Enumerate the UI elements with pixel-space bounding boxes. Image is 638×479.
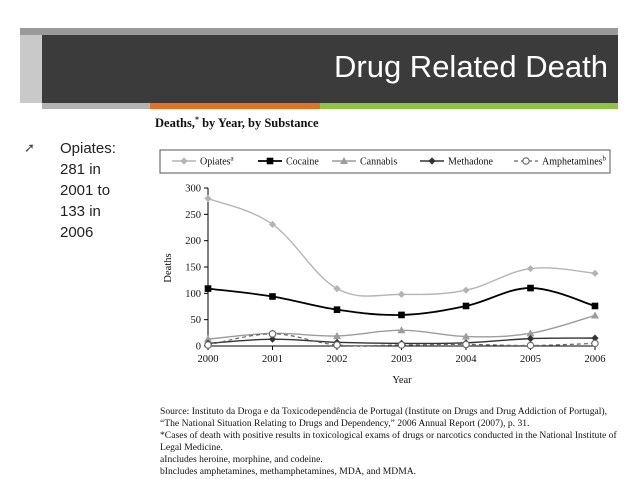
series-line-opiates	[207, 197, 596, 297]
accent-gray-bar	[42, 103, 150, 109]
data-point-cannabis	[462, 332, 470, 340]
data-point-cannabis	[397, 326, 406, 334]
data-point-opiates	[333, 284, 341, 293]
data-point-cannabis	[591, 311, 599, 319]
data-point-methadone	[591, 334, 599, 342]
top-gray-stripe	[20, 28, 618, 35]
y-tick-label: 0	[196, 342, 201, 353]
data-point-cocaine	[398, 311, 405, 319]
legend-marker-opiates	[180, 157, 188, 165]
x-tick-label: 2002	[327, 354, 348, 365]
chart-title-text: Deaths,	[155, 116, 195, 130]
legend-marker-cocaine	[266, 157, 274, 165]
data-point-cannabis	[204, 335, 212, 343]
data-point-amphetamines	[204, 341, 212, 349]
arrow-icon: ➚	[24, 140, 35, 155]
data-point-cocaine	[269, 293, 276, 300]
data-point-opiates	[268, 220, 277, 228]
data-point-amphetamines	[333, 341, 341, 349]
bullet-line: 133 in	[60, 203, 101, 220]
legend-label-cannabis: Cannabis	[360, 157, 397, 168]
data-point-amphetamines	[526, 341, 535, 350]
y-tick-label: 100	[185, 289, 201, 300]
x-axis-label: Year	[392, 375, 412, 386]
bullet-line: 2006	[60, 224, 94, 241]
plot-area: 0 50 100 150 200 250 300 2000 2001 2002 2003 2004 20…	[185, 184, 605, 366]
legend-label-opiates: Opiatesa	[200, 155, 235, 168]
data-point-cannabis	[333, 331, 341, 339]
data-point-amphetamines	[268, 330, 277, 338]
title-bar: Drug Related Death	[42, 35, 618, 103]
accent-green-bar	[320, 103, 618, 109]
legend-marker-methadone	[428, 157, 436, 165]
data-point-opiates	[397, 290, 406, 298]
y-tick-label: 300	[185, 184, 201, 195]
data-point-cocaine	[462, 302, 470, 310]
note-line: bIncludes amphetamines, methamphetamines…	[160, 466, 416, 477]
source-notes: Source: Instituto da Droga e da Toxicode…	[160, 406, 617, 477]
legend-box	[159, 149, 611, 174]
note-line: “The National Situation Relating to Drug…	[160, 418, 529, 429]
x-tick-label: 2006	[585, 354, 606, 365]
note-line: *Cases of death with positive results in…	[160, 430, 617, 441]
y-tick-label: 150	[185, 263, 201, 274]
x-tick-label: 2004	[456, 354, 478, 365]
data-point-cocaine	[333, 306, 341, 313]
legend-label-cocaine: Cocaine	[286, 157, 319, 168]
bullet-line: 2001 to	[60, 182, 111, 199]
y-tick-label: 200	[185, 236, 201, 247]
accent-orange-bar	[150, 103, 320, 109]
y-axis-label: Deaths	[163, 253, 174, 282]
bullet-line: Opiates:	[60, 140, 116, 157]
note-line: Legal Medicine.	[160, 442, 223, 453]
bullet-text: Opiates: 281 in 2001 to 133 in 2006	[60, 138, 140, 243]
chart-title-sup: *	[195, 115, 199, 124]
chart-title-suffix: by Year, by Substance	[199, 116, 319, 130]
data-point-amphetamines	[591, 339, 599, 348]
y-tick-label: 50	[191, 315, 202, 326]
legend-label-amphetamines: Amphetaminesb	[542, 155, 607, 168]
data-point-opiates	[526, 264, 535, 273]
data-point-opiates	[204, 194, 212, 203]
legend-sup-amphetamines: b	[603, 155, 607, 163]
legend: Opiatesa Cocaine Cannabis Methadone Amphetam…	[172, 155, 607, 168]
data-point-methadone	[268, 335, 277, 343]
x-tick-label: 2005	[520, 354, 541, 365]
data-point-opiates	[591, 269, 599, 277]
legend-sup-opiates: a	[231, 155, 235, 163]
data-point-amphetamines	[462, 340, 470, 349]
data-point-cocaine	[204, 285, 212, 292]
data-point-cannabis	[526, 329, 535, 337]
x-tick-label: 2003	[391, 354, 412, 365]
left-gray-block	[20, 35, 42, 103]
data-point-methadone	[526, 335, 535, 343]
chart-title: Deaths,* by Year, by Substance	[155, 115, 319, 130]
data-point-cocaine	[591, 302, 599, 310]
data-point-cocaine	[527, 284, 534, 292]
legend-marker-cannabis	[340, 157, 348, 164]
data-point-amphetamines	[397, 341, 406, 349]
legend-marker-amphetamines	[522, 157, 530, 165]
slide-title: Drug Related Death	[334, 49, 608, 84]
data-point-opiates	[462, 286, 470, 294]
legend-label-methadone: Methadone	[448, 157, 494, 168]
y-tick-label: 250	[185, 210, 201, 221]
x-tick-label: 2001	[262, 354, 283, 365]
note-line: Source: Instituto da Droga e da Toxicode…	[160, 406, 607, 417]
bullet-line: 281 in	[60, 161, 101, 178]
note-line: aIncludes heroine, morphine, and codeine…	[160, 454, 323, 465]
x-tick-label: 2000	[198, 354, 219, 365]
